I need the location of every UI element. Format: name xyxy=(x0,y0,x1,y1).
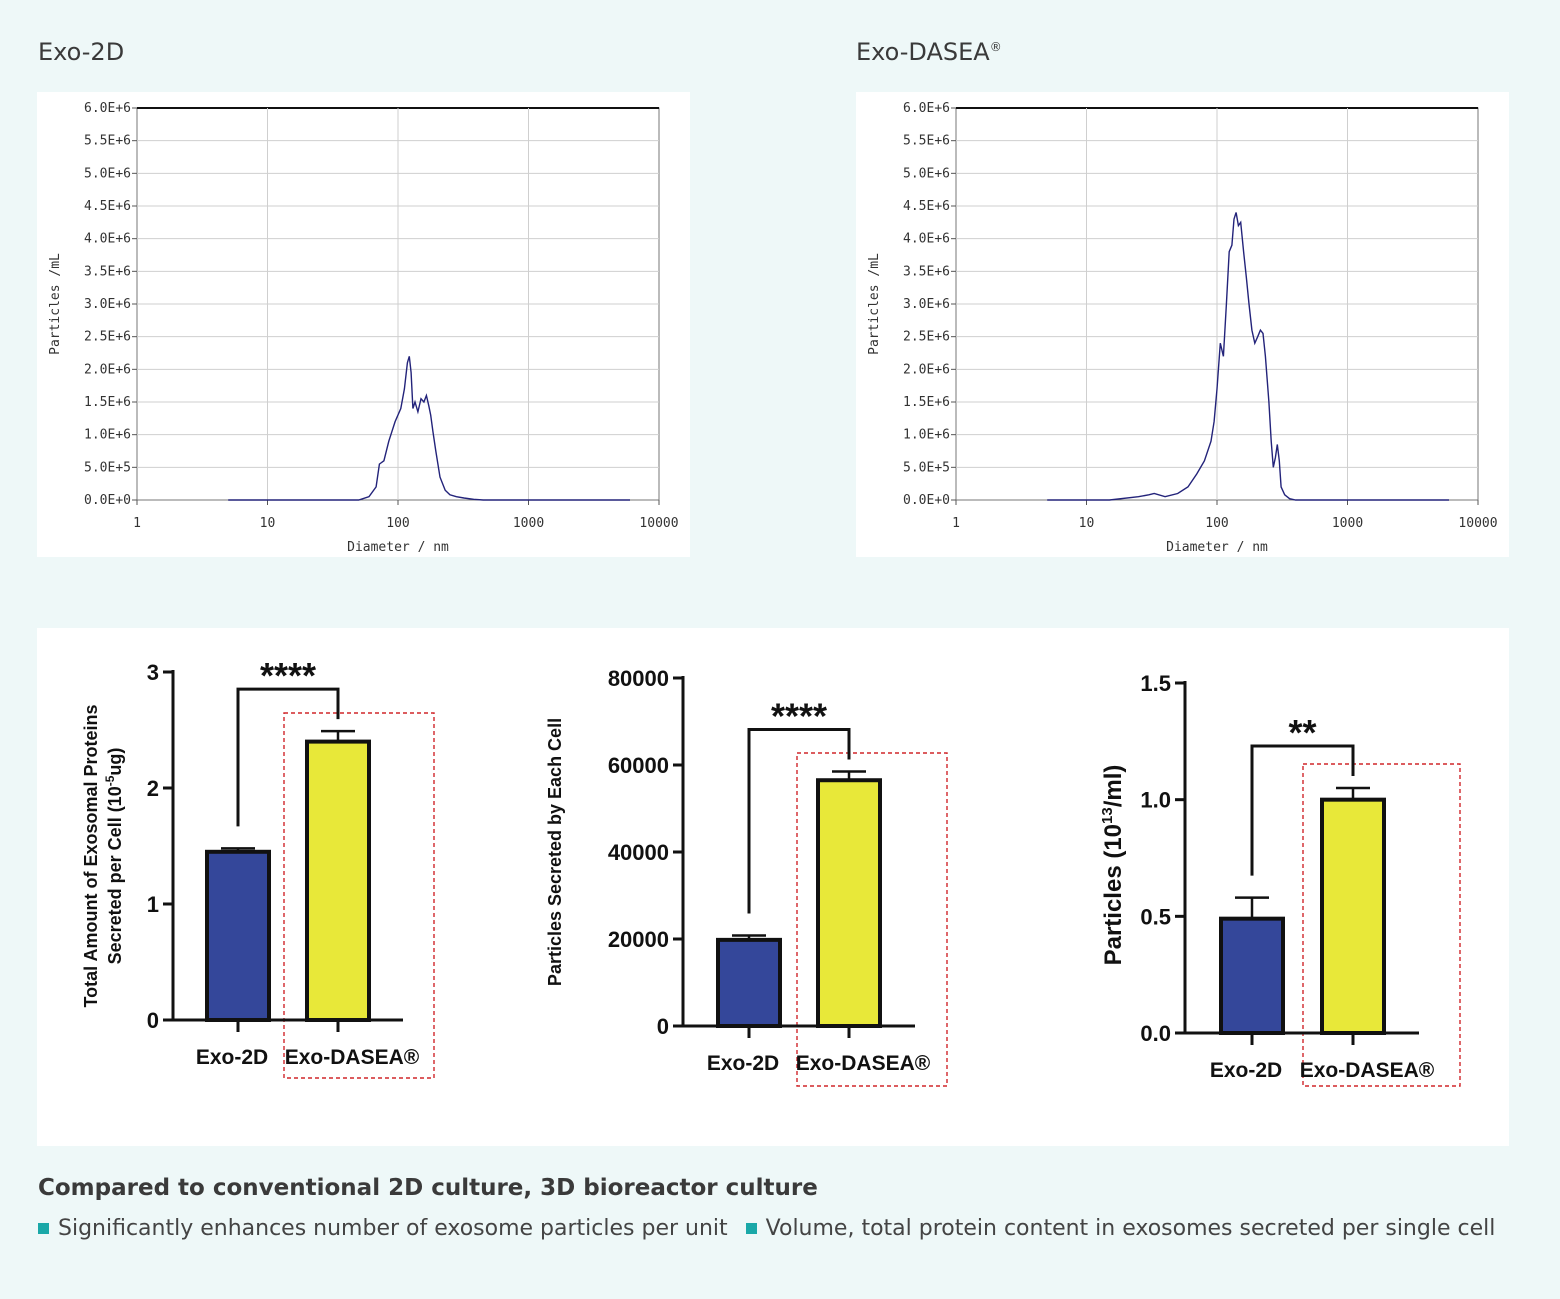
particle-concentration-category-label: Exo-DASEA® xyxy=(1300,1059,1435,1082)
particle-concentration-y-tick-label: 0.0 xyxy=(1140,1021,1171,1046)
particles-per-cell-bar-exo-dasea xyxy=(816,778,882,1028)
particles-per-cell-chart: 0 20000 40000 60000 80000 Exo-2D Exo-DASEA® ***… xyxy=(608,666,948,1087)
nta-chart-card-left: 0.0E+0 5.0E+5 1.0E+6 1.5E+6 2.0E+6 2.5E+6 3.0E… xyxy=(37,92,690,557)
exo-dasea-nta-y-tick-label: 2.0E+6 xyxy=(903,362,950,377)
protein-amount-y-axis-label-line2: Secreted per Cell (10-5ug) xyxy=(103,748,125,965)
particles-per-cell-y-tick-label: 80000 xyxy=(608,666,669,691)
bullet-square-icon xyxy=(38,1223,49,1234)
exo-dasea-nta-y-tick-label: 5.5E+6 xyxy=(903,134,950,149)
exo-2d-nta-y-tick-label: 5.5E+6 xyxy=(84,134,131,149)
exo-2d-nta-y-tick-label: 6.0E+6 xyxy=(84,101,131,116)
protein-amount-bar-exo-2d xyxy=(205,849,271,1022)
exo-dasea-nta-y-tick-label: 2.5E+6 xyxy=(903,330,950,345)
caption-bullets: Significantly enhances number of exosome… xyxy=(38,1216,1495,1241)
exo-2d-nta-x-tick-label: 1000 xyxy=(513,516,544,531)
protein-amount-significance-label: **** xyxy=(260,655,316,696)
protein-amount-chart: 0 1 2 3 Exo-2D Exo-DASEA® **** xyxy=(147,655,435,1079)
exo-2d-nta-distribution-line xyxy=(228,356,630,501)
protein-amount-category-label: Exo-DASEA® xyxy=(285,1046,420,1069)
protein-amount-y-tick-label: 3 xyxy=(147,660,159,685)
exo-dasea-nta-y-tick-label: 0.0E+0 xyxy=(903,493,950,508)
exo-dasea-nta-x-tick-label: 10 xyxy=(1079,516,1095,531)
protein-amount-y-tick-label: 1 xyxy=(147,892,159,917)
caption-title: Compared to conventional 2D culture, 3D … xyxy=(38,1175,818,1201)
exo-dasea-nta-x-tick-label: 1 xyxy=(952,516,960,531)
exo-2d-nta-y-tick-label: 4.5E+6 xyxy=(84,199,131,214)
exo-dasea-nta-x-axis-label: Diameter / nm xyxy=(1166,540,1268,555)
exo-dasea-nta-y-tick-label: 6.0E+6 xyxy=(903,101,950,116)
exo-2d-nta-y-tick-label: 4.0E+6 xyxy=(84,232,131,247)
exo-2d-nta-y-axis-label: Particles /mL xyxy=(48,253,63,355)
particle-concentration-y-tick-label: 1.5 xyxy=(1140,671,1171,696)
exo-2d-nta-y-tick-label: 3.0E+6 xyxy=(84,297,131,312)
particle-concentration-y-tick-label: 0.5 xyxy=(1140,904,1171,929)
particles-per-cell-y-axis-label: Particles Secreted by Each Cell xyxy=(545,718,565,986)
protein-amount-y-axis-label-line1: Total Amount of Exosomal Proteins xyxy=(81,704,101,1007)
protein-amount-y-tick-label: 2 xyxy=(147,776,159,801)
caption-bullet-1: Significantly enhances number of exosome… xyxy=(58,1216,728,1241)
exo-2d-nta-y-tick-label: 2.5E+6 xyxy=(84,330,131,345)
particles-per-cell-highlight-box xyxy=(796,752,948,1087)
exo-dasea-nta-x-tick-label: 10000 xyxy=(1458,516,1497,531)
exo-dasea-nta-y-tick-label: 5.0E+6 xyxy=(903,166,950,181)
particles-per-cell-significance-bracket xyxy=(747,728,851,914)
exo-dasea-nta-y-tick-label: 3.0E+6 xyxy=(903,297,950,312)
exo-2d-nta-y-tick-label: 3.5E+6 xyxy=(84,264,131,279)
particle-concentration-category-label: Exo-2D xyxy=(1210,1059,1282,1082)
particle-concentration-chart: 0.0 0.5 1.0 1.5 Exo-2D Exo-DASEA® ** xyxy=(1140,671,1461,1087)
bar-charts: 0 1 2 3 Exo-2D Exo-DASEA® **** Total Amount of … xyxy=(81,655,1461,1087)
particles-per-cell-significance-label: **** xyxy=(771,696,827,737)
exo-2d-nta-y-tick-label: 1.5E+6 xyxy=(84,395,131,410)
exo-2d-nta-y-tick-label: 5.0E+5 xyxy=(84,460,131,475)
particle-concentration-significance-label: ** xyxy=(1288,712,1316,753)
protein-amount-significance-bracket xyxy=(236,687,340,827)
particle-concentration-bar-exo-2d xyxy=(1219,916,1285,1035)
exo-dasea-nta-y-tick-label: 4.0E+6 xyxy=(903,232,950,247)
exo-dasea-nta-x-tick-label: 100 xyxy=(1205,516,1228,531)
particles-per-cell-category-label: Exo-2D xyxy=(707,1052,779,1075)
protein-amount-y-tick-label: 0 xyxy=(147,1008,159,1033)
nta-chart-exo-2d: 0.0E+0 5.0E+5 1.0E+6 1.5E+6 2.0E+6 2.5E+6 3.0E… xyxy=(48,101,679,555)
particle-concentration-y-axis-label: Particles (1013/ml) xyxy=(1099,765,1127,966)
particles-per-cell-y-tick-label: 40000 xyxy=(608,840,669,865)
exo-dasea-nta-y-tick-label: 3.5E+6 xyxy=(903,264,950,279)
exo-dasea-nta-y-axis-label: Particles /mL xyxy=(867,253,882,355)
particles-per-cell-category-label: Exo-DASEA® xyxy=(796,1052,931,1075)
exo-2d-nta-x-tick-label: 10000 xyxy=(639,516,678,531)
exo-dasea-nta-y-tick-label: 5.0E+5 xyxy=(903,460,950,475)
caption-bullet-2: Volume, total protein content in exosome… xyxy=(765,1216,1496,1241)
particle-concentration-significance-bracket xyxy=(1250,744,1355,876)
exo-dasea-nta-y-tick-label: 1.0E+6 xyxy=(903,428,950,443)
exo-2d-nta-y-tick-label: 0.0E+0 xyxy=(84,493,131,508)
exo-2d-nta-y-tick-label: 5.0E+6 xyxy=(84,166,131,181)
exo-dasea-nta-x-tick-label: 1000 xyxy=(1332,516,1363,531)
bullet-square-icon xyxy=(745,1223,757,1234)
exo-2d-panel-title: Exo-2D xyxy=(38,38,125,66)
exo-2d-nta-x-tick-label: 100 xyxy=(386,516,409,531)
protein-amount-bar-exo-dasea xyxy=(305,739,371,1022)
particles-per-cell-y-tick-label: 0 xyxy=(657,1014,669,1039)
exo-2d-nta-y-tick-label: 1.0E+6 xyxy=(84,428,131,443)
exo-2d-nta-x-axis-label: Diameter / nm xyxy=(347,540,449,555)
particles-per-cell-y-tick-label: 60000 xyxy=(608,753,669,778)
exo-dasea-nta-y-tick-label: 1.5E+6 xyxy=(903,395,950,410)
exo-2d-nta-x-tick-label: 1 xyxy=(133,516,141,531)
particle-concentration-bar-exo-dasea xyxy=(1320,797,1386,1035)
exo-dasea-nta-distribution-line xyxy=(1047,212,1449,501)
particle-concentration-y-tick-label: 1.0 xyxy=(1140,788,1171,813)
exo-dasea-panel-title: Exo-DASEA® xyxy=(856,38,1002,66)
particles-per-cell-bar-exo-2d xyxy=(716,937,782,1028)
bar-charts-card: 0 1 2 3 Exo-2D Exo-DASEA® **** Total Amount of … xyxy=(37,628,1509,1146)
nta-chart-exo-dasea: 0.0E+0 5.0E+5 1.0E+6 1.5E+6 2.0E+6 2.5E+6 3.0E… xyxy=(867,101,1498,555)
particle-concentration-highlight-box xyxy=(1302,763,1461,1087)
particles-per-cell-y-tick-label: 20000 xyxy=(608,927,669,952)
protein-amount-category-label: Exo-2D xyxy=(196,1046,268,1069)
exo-dasea-nta-y-tick-label: 4.5E+6 xyxy=(903,199,950,214)
exo-2d-nta-x-tick-label: 10 xyxy=(260,516,276,531)
nta-chart-card-right: 0.0E+0 5.0E+5 1.0E+6 1.5E+6 2.0E+6 2.5E+6 3.0E… xyxy=(856,92,1509,557)
exo-2d-nta-y-tick-label: 2.0E+6 xyxy=(84,362,131,377)
protein-amount-highlight-box xyxy=(283,712,435,1079)
